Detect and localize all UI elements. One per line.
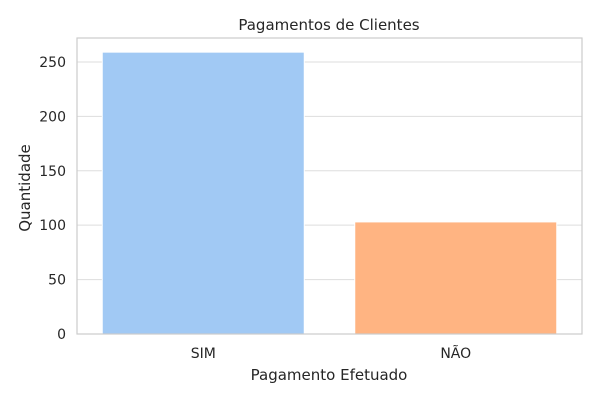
bar-1 [101,51,305,335]
x-axis-label: Pagamento Efetuado [251,366,408,384]
y-tick-label: 0 [57,327,66,343]
y-tick-label: 150 [39,164,66,180]
x-tick-label: SIM [191,346,216,362]
y-tick-label: 50 [48,273,66,289]
chart-title: Pagamentos de Clientes [238,16,419,34]
x-tick-labels: SIM NÃO [191,345,471,362]
y-tick-label: 200 [39,109,66,125]
y-axis-label: Quantidade [16,144,34,232]
y-tick-labels: 0 50 100 150 200 250 [39,55,66,343]
x-tick-label: NÃO [440,345,471,362]
bars [101,51,558,335]
y-tick-label: 250 [39,55,66,71]
y-tick-label: 100 [39,218,66,234]
bar-2 [354,221,558,335]
plot-frame [76,37,583,335]
